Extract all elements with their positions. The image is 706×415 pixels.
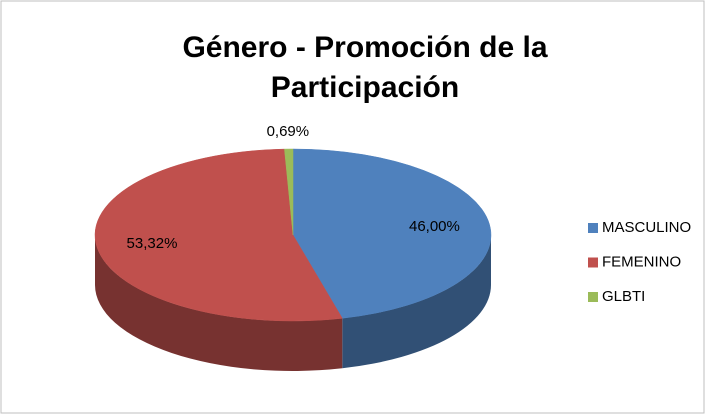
- chart-title: Género - Promoción de la Participación: [182, 31, 548, 104]
- legend-label: FEMENINO: [602, 253, 681, 270]
- legend-swatch: [588, 223, 598, 233]
- data-label: 53,32%: [127, 235, 178, 252]
- legend-label: GLBTI: [602, 288, 645, 305]
- slice: [94, 148, 343, 322]
- legend-swatch: [588, 257, 598, 268]
- data-label: 0,69%: [267, 123, 310, 140]
- legend-label: MASCULINO: [602, 219, 691, 236]
- slice: [292, 148, 492, 319]
- data-label: 46,00%: [409, 218, 460, 235]
- slice: [284, 148, 294, 236]
- legend-swatch: [588, 292, 598, 302]
- slice-side: [342, 235, 492, 369]
- slice-side: [95, 235, 343, 371]
